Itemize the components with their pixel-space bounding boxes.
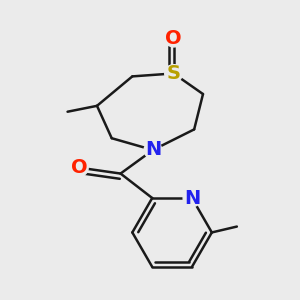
Circle shape <box>165 29 182 47</box>
Text: N: N <box>184 188 200 208</box>
Text: O: O <box>71 158 88 177</box>
Text: N: N <box>145 140 161 160</box>
Circle shape <box>183 189 201 207</box>
Text: O: O <box>165 28 182 48</box>
Text: S: S <box>167 64 181 83</box>
Circle shape <box>70 159 88 176</box>
Circle shape <box>144 141 162 159</box>
Circle shape <box>165 64 182 82</box>
